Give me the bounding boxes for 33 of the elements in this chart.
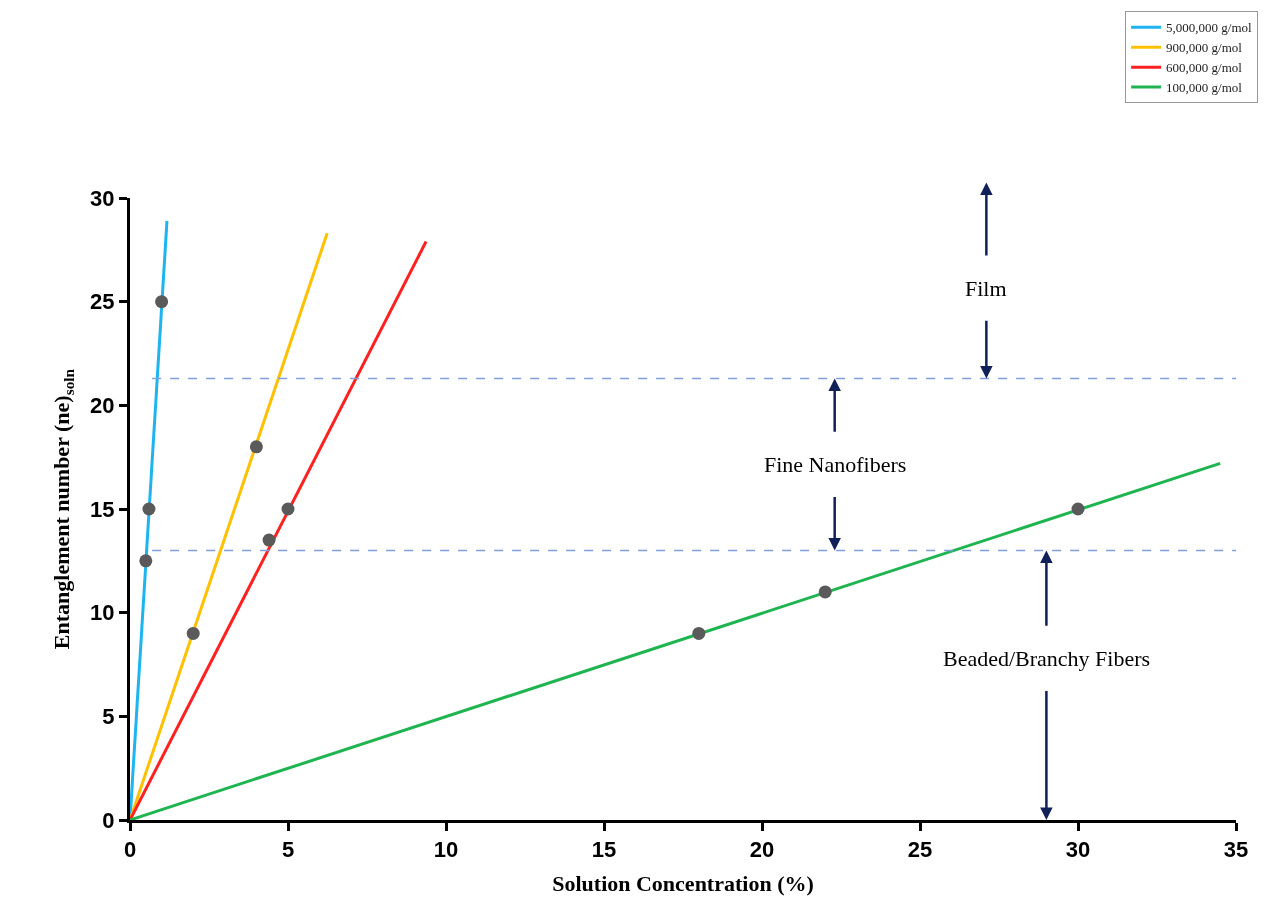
y-tick-label: 20 [90, 393, 115, 419]
annotation: Beaded/Branchy Fibers [943, 646, 1151, 671]
point [155, 295, 169, 309]
point [262, 533, 276, 547]
point [249, 440, 263, 454]
x-tick-label: 25 [907, 837, 933, 863]
x-tick-label: 20 [749, 837, 775, 863]
point [186, 626, 200, 640]
legend-label: 5,000,000 g/mol [1166, 20, 1253, 36]
point [692, 626, 706, 640]
y-tick-label: 0 [102, 807, 115, 833]
y-tick-label: 10 [90, 600, 115, 626]
x-tick-label: 10 [433, 837, 459, 863]
annotation: Film [965, 276, 1007, 301]
annotation: Fine Nanofibers [764, 452, 907, 477]
y-tick-label: 5 [102, 704, 115, 730]
x-tick-label: 30 [1065, 837, 1091, 863]
x-tick-label: 15 [591, 837, 617, 863]
x-axis-title: Solution Concentration (%) [552, 871, 814, 897]
legend-label: 100,000 g/mol [1166, 80, 1243, 96]
y-tick-label: 30 [90, 185, 115, 211]
x-tick-label: 5 [281, 837, 295, 863]
x-tick-label: 35 [1223, 837, 1249, 863]
legend-label: 600,000 g/mol [1166, 60, 1243, 76]
y-tick-label: 25 [90, 289, 115, 315]
point [139, 554, 153, 568]
point [1071, 502, 1085, 516]
x-tick-label: 0 [123, 837, 137, 863]
point [142, 502, 156, 516]
point [281, 502, 295, 516]
y-tick-label: 15 [90, 496, 115, 522]
point [818, 585, 832, 599]
legend-label: 900,000 g/mol [1166, 40, 1243, 56]
